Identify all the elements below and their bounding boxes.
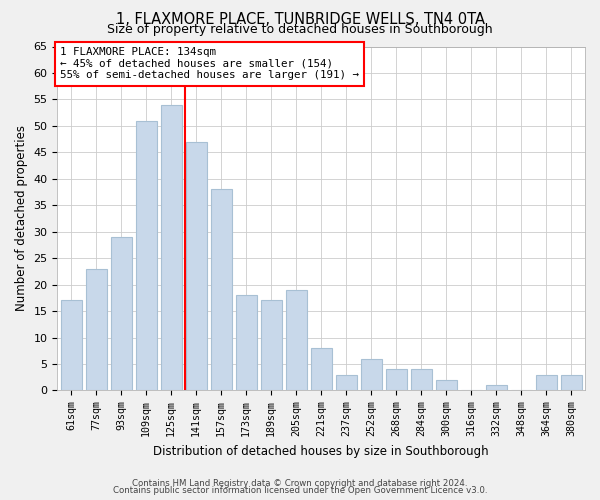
Bar: [110, 237, 132, 390]
Bar: [136, 120, 157, 390]
Bar: [286, 290, 307, 390]
Text: 1, FLAXMORE PLACE, TUNBRIDGE WELLS, TN4 0TA: 1, FLAXMORE PLACE, TUNBRIDGE WELLS, TN4 …: [115, 12, 485, 28]
Bar: [335, 374, 357, 390]
Bar: [185, 142, 207, 390]
Bar: [560, 374, 582, 390]
Bar: [410, 370, 432, 390]
Bar: [161, 104, 182, 391]
Bar: [236, 295, 257, 390]
Text: Contains public sector information licensed under the Open Government Licence v3: Contains public sector information licen…: [113, 486, 487, 495]
Bar: [361, 358, 382, 390]
Text: Size of property relative to detached houses in Southborough: Size of property relative to detached ho…: [107, 22, 493, 36]
Bar: [536, 374, 557, 390]
Bar: [61, 300, 82, 390]
Text: 1 FLAXMORE PLACE: 134sqm
← 45% of detached houses are smaller (154)
55% of semi-: 1 FLAXMORE PLACE: 134sqm ← 45% of detach…: [60, 47, 359, 80]
Bar: [311, 348, 332, 391]
Bar: [211, 190, 232, 390]
X-axis label: Distribution of detached houses by size in Southborough: Distribution of detached houses by size …: [154, 444, 489, 458]
Y-axis label: Number of detached properties: Number of detached properties: [15, 126, 28, 312]
Bar: [485, 385, 507, 390]
Bar: [436, 380, 457, 390]
Text: Contains HM Land Registry data © Crown copyright and database right 2024.: Contains HM Land Registry data © Crown c…: [132, 478, 468, 488]
Bar: [86, 268, 107, 390]
Bar: [260, 300, 282, 390]
Bar: [386, 370, 407, 390]
